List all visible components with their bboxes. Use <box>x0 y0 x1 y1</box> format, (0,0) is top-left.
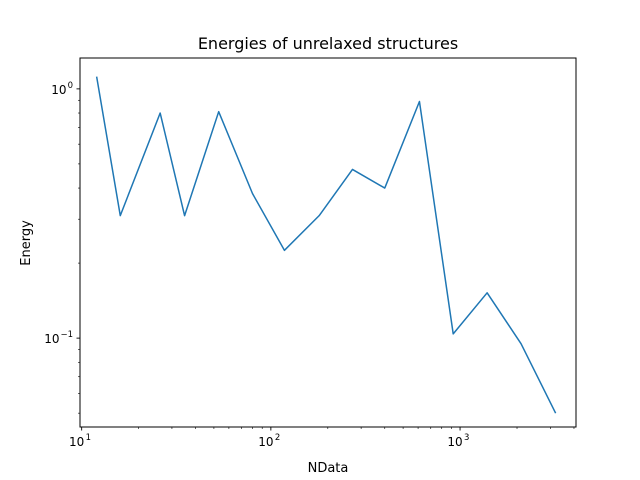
series-line <box>95 76 557 414</box>
x-tick-label: 10 <box>69 435 84 449</box>
y-tick-exponent: −1 <box>60 330 73 340</box>
x-tick-exponent: 2 <box>275 433 280 443</box>
y-axis-label: Energy <box>19 220 34 266</box>
x-tick-label: 10 <box>258 435 273 449</box>
chart-title: Energies of unrelaxed structures <box>198 34 458 53</box>
x-tick-exponent: 1 <box>86 433 91 443</box>
y-tick-exponent: 0 <box>68 81 73 91</box>
y-tick-label: 10 <box>51 83 66 97</box>
plot-area <box>95 76 557 414</box>
x-tick-exponent: 3 <box>464 433 469 443</box>
y-tick-label: 10 <box>44 332 59 346</box>
x-axis-label: NData <box>308 461 349 476</box>
x-tick-label: 10 <box>447 435 462 449</box>
x-axis: 10 1 10 2 10 3 <box>69 427 575 449</box>
